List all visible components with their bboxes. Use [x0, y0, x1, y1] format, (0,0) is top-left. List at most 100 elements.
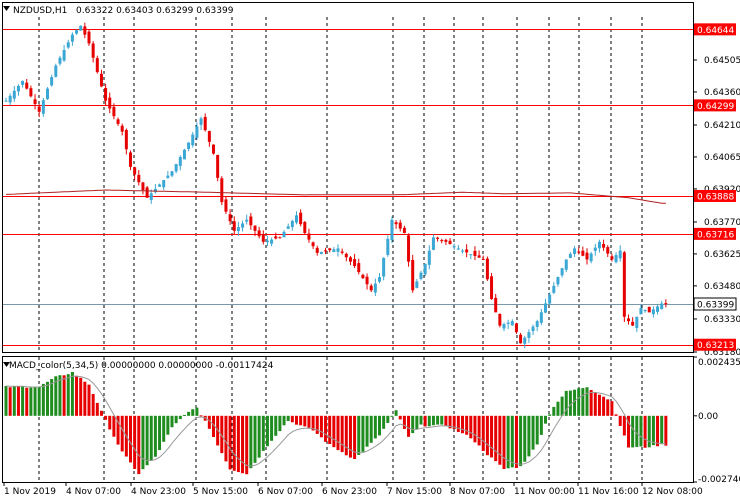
- candle-body: [87, 31, 91, 44]
- candle: [618, 245, 622, 262]
- macd-bar: [46, 381, 49, 416]
- candle: [245, 214, 249, 225]
- candle: [187, 142, 191, 152]
- candle: [116, 117, 120, 126]
- macd-bar: [324, 415, 328, 442]
- macd-bar: [593, 392, 597, 416]
- candle: [427, 245, 431, 270]
- candle: [286, 223, 290, 230]
- macd-bar: [556, 401, 560, 416]
- macd-bar: [153, 415, 157, 457]
- candle-body: [158, 184, 162, 187]
- macd-bar: [394, 410, 398, 416]
- candle-body: [54, 65, 58, 77]
- macd-bar: [120, 415, 124, 452]
- candle-body: [162, 180, 166, 188]
- candle-body: [552, 285, 556, 293]
- macd-bar: [622, 415, 626, 436]
- candle: [274, 232, 278, 240]
- level-tag-bg: [694, 227, 736, 240]
- candle: [614, 252, 618, 264]
- candle: [348, 256, 352, 266]
- candle: [278, 236, 282, 239]
- macd-bar: [37, 386, 41, 416]
- macd-bar: [656, 415, 660, 447]
- candle: [95, 55, 99, 74]
- price-axis: 0.64505 0.64360 0.64210 0.64065 0.63920 0.637…: [693, 56, 740, 358]
- candle: [120, 123, 124, 136]
- candle-body: [373, 283, 377, 293]
- macd-bar: [303, 415, 307, 427]
- price-tick-label: 0.64360: [704, 88, 740, 98]
- candle: [166, 171, 170, 179]
- candle-body: [137, 174, 141, 183]
- candle: [178, 155, 182, 171]
- triangle-down-icon[interactable]: [3, 362, 10, 367]
- macd-bar: [465, 415, 469, 435]
- macd-bar: [4, 385, 8, 416]
- time-axis: 1 Nov 2019 4 Nov 07:00 4 Nov 23:00 5 Nov 15…: [3, 482, 703, 497]
- macd-bar: [278, 415, 282, 432]
- level-tag: 0.64299: [694, 99, 736, 112]
- macd-bar: [589, 389, 593, 416]
- candle: [46, 87, 49, 101]
- candle-body: [112, 106, 116, 117]
- macd-axis: 0.0024352 0.00 -0.0027400: [693, 356, 740, 485]
- candle-body: [153, 188, 157, 193]
- macd-bar: [191, 409, 195, 416]
- macd-bar: [282, 415, 286, 426]
- candle: [149, 189, 153, 204]
- macd-bar: [290, 415, 294, 423]
- macd-bar: [116, 415, 120, 445]
- triangle-down-icon[interactable]: [3, 6, 10, 11]
- candle: [319, 251, 323, 255]
- macd-bar: [440, 415, 444, 425]
- macd-bar: [548, 414, 552, 416]
- macd-bar: [398, 415, 402, 420]
- candle: [253, 225, 257, 237]
- macd-bar: [149, 415, 153, 461]
- macd-bar: [220, 415, 224, 454]
- candle: [104, 83, 108, 106]
- time-tick-label: 12 Nov 08:00: [642, 487, 703, 497]
- macd-bar: [651, 415, 655, 446]
- candle-body: [465, 249, 469, 253]
- candle: [33, 94, 37, 110]
- macd-bar: [348, 415, 352, 458]
- macd-bar: [660, 415, 664, 445]
- macd-bar: [261, 415, 265, 451]
- candle-body: [70, 34, 74, 42]
- candle-body: [510, 321, 514, 326]
- candle-body: [564, 259, 568, 270]
- candle-body: [203, 116, 207, 131]
- candle-body: [481, 258, 485, 260]
- macd-bar: [477, 415, 481, 446]
- macd-bar: [8, 387, 12, 416]
- macd-bar: [552, 406, 556, 416]
- candle-body: [369, 285, 373, 291]
- candle-body: [249, 216, 253, 226]
- macd-bar: [141, 415, 145, 470]
- candle-body: [519, 334, 523, 344]
- candle: [4, 97, 8, 102]
- price-tick-label: 0.64210: [704, 121, 740, 131]
- candle: [589, 251, 593, 264]
- macd-bar: [145, 415, 149, 466]
- candle: [282, 230, 286, 238]
- macd-bar: [249, 415, 253, 469]
- candle-body: [278, 237, 282, 239]
- macd-bar: [166, 415, 170, 435]
- candle: [145, 185, 149, 198]
- candle-body: [361, 274, 365, 279]
- macd-bar: [12, 386, 16, 416]
- candle: [162, 179, 166, 191]
- candle-body: [257, 230, 261, 237]
- candle: [311, 241, 315, 249]
- price-tick-label: 0.64065: [704, 153, 740, 163]
- candle-body: [386, 238, 390, 255]
- candle: [577, 247, 581, 255]
- macd-bar: [199, 415, 203, 417]
- macd-bar: [108, 415, 112, 430]
